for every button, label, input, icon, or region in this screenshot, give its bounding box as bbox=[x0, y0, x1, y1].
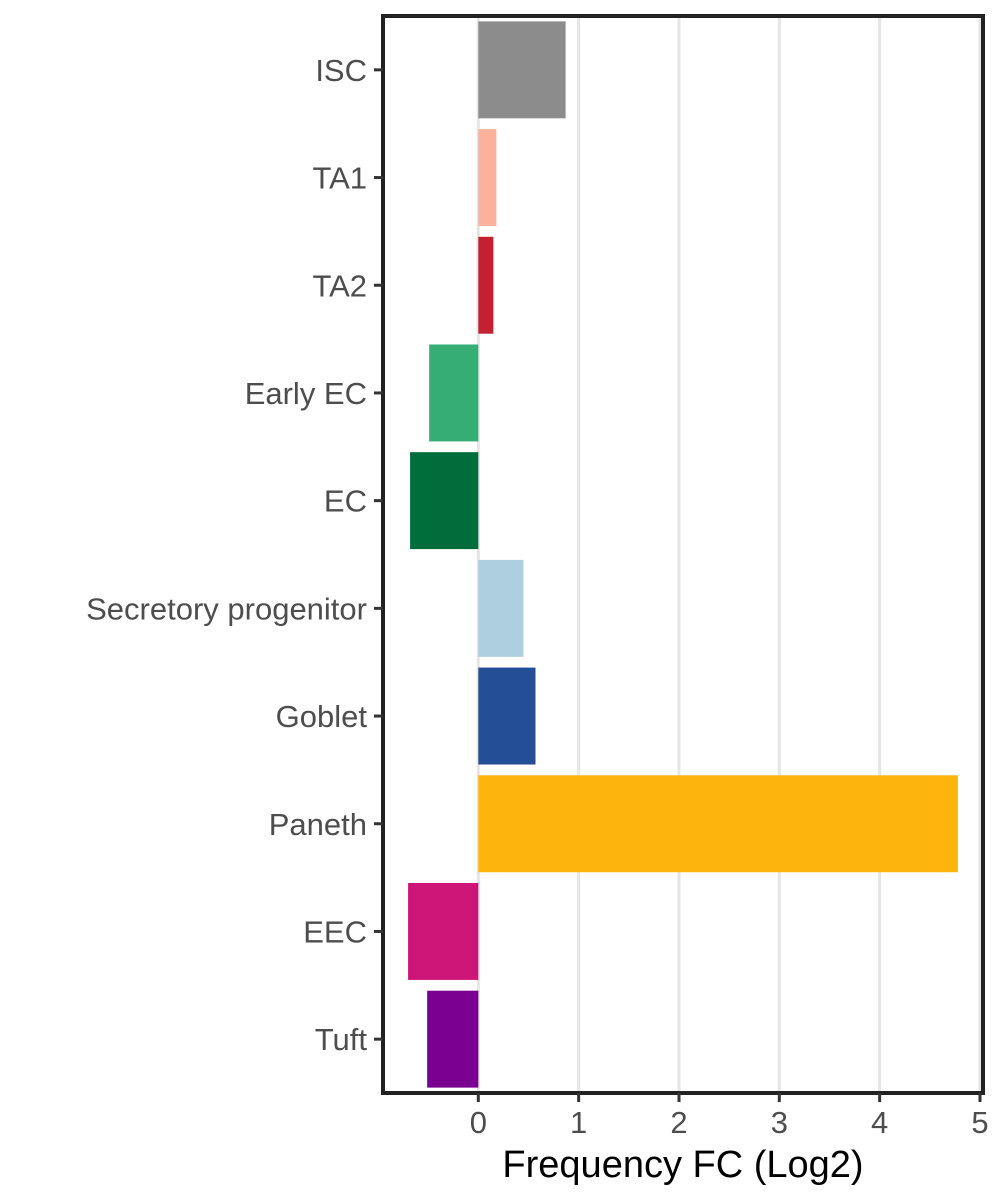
bar-ta1 bbox=[478, 129, 497, 227]
y-tick-label: EC bbox=[324, 484, 367, 519]
x-axis: 0 1 2 3 4 5 bbox=[470, 1093, 989, 1140]
y-tick-label: ISC bbox=[315, 53, 367, 88]
bar-ta2 bbox=[478, 236, 494, 334]
x-tick-label: 0 bbox=[470, 1105, 487, 1140]
x-axis-title: Frequency FC (Log2) bbox=[502, 1144, 863, 1186]
y-tick-label: Tuft bbox=[315, 1022, 368, 1057]
x-tick-label: 1 bbox=[570, 1105, 587, 1140]
bar-tuft bbox=[427, 990, 479, 1088]
bar-early-ec bbox=[429, 344, 479, 442]
bar-isc bbox=[478, 21, 566, 119]
bar-eec bbox=[408, 882, 479, 980]
x-tick-label: 4 bbox=[871, 1105, 888, 1140]
y-tick-label: TA1 bbox=[312, 161, 367, 196]
x-tick-label: 3 bbox=[771, 1105, 788, 1140]
gridlines bbox=[476, 16, 982, 1093]
bars bbox=[408, 21, 958, 1088]
y-tick-label: EEC bbox=[303, 914, 367, 949]
y-tick-label: Paneth bbox=[269, 807, 367, 842]
y-axis: ISC TA1 TA2 Early EC EC Secretory progenitor G… bbox=[86, 53, 383, 1057]
x-tick-label: 2 bbox=[670, 1105, 687, 1140]
bar-secretory-progenitor bbox=[478, 559, 524, 657]
y-tick-label: Early EC bbox=[245, 376, 367, 411]
y-tick-label: Goblet bbox=[276, 699, 368, 734]
bar-ec bbox=[410, 452, 479, 550]
bar-paneth bbox=[478, 775, 958, 873]
plot-panel-border bbox=[381, 14, 985, 1095]
x-tick-label: 5 bbox=[971, 1105, 988, 1140]
y-tick-label: TA2 bbox=[312, 268, 367, 303]
y-tick-label: Secretory progenitor bbox=[86, 591, 367, 626]
bar-goblet bbox=[478, 667, 536, 765]
